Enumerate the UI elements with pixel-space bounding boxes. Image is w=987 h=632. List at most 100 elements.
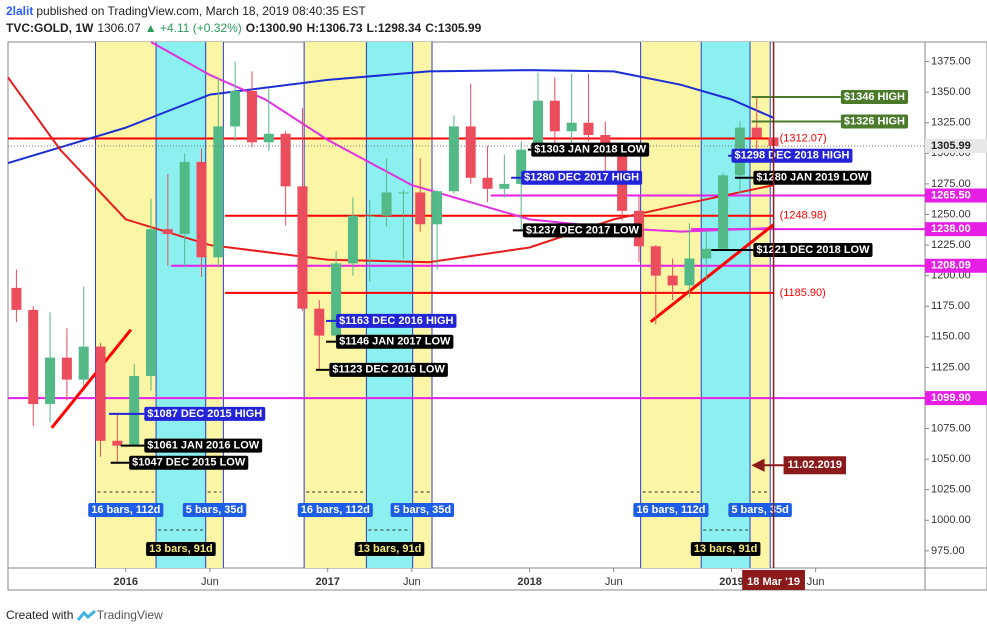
annotation-box-text: $1047 DEC 2015 LOW <box>132 457 246 469</box>
cycle-label-text: 16 bars, 112d <box>301 504 370 516</box>
annotation-box-text: $1061 JAN 2016 LOW <box>147 440 260 452</box>
annotation-box <box>840 90 909 105</box>
brand: TradingView <box>96 608 163 622</box>
candle-body <box>314 308 325 336</box>
annotation-box <box>329 362 448 377</box>
cycle-label <box>146 542 216 556</box>
axis-level-box <box>925 258 987 273</box>
annotation-box-text: $1123 DEC 2016 LOW <box>332 364 445 376</box>
annotation-box <box>731 148 853 163</box>
trend-line <box>649 223 775 323</box>
axis-level-label: 1208.09 <box>931 260 971 272</box>
level-label: (1185.90) <box>780 287 826 299</box>
candle-body <box>28 309 39 405</box>
candle-body <box>364 215 375 217</box>
candle-body <box>718 175 729 249</box>
callout-text: 11.02.2019 <box>788 459 842 471</box>
candle-body <box>415 192 426 225</box>
low: L:1298.34 <box>366 21 422 35</box>
candle-body <box>61 357 72 380</box>
footer: Created with TradingView <box>6 608 163 622</box>
cycle-label <box>633 503 709 517</box>
annotation-box <box>144 406 266 421</box>
annotation-box-text: $1280 DEC 2017 HIGH <box>524 172 639 184</box>
last: 1306.07 <box>97 21 141 35</box>
axis-level-box <box>925 391 987 406</box>
moving-average <box>7 69 774 165</box>
trend-line <box>50 328 132 429</box>
annotation-box-text: $1146 JAN 2017 LOW <box>339 336 451 348</box>
candle-body <box>146 229 157 376</box>
cycle-label-text: 13 bars, 91d <box>694 543 758 555</box>
candle-body <box>78 346 89 380</box>
candle-body <box>263 133 274 143</box>
cycle-label-text: 13 bars, 91d <box>149 543 213 555</box>
x-tick-label: 2017 <box>315 576 339 588</box>
y-tick-label: 975.00 <box>931 545 965 557</box>
candle-body <box>701 248 712 259</box>
cycle-band <box>366 42 413 568</box>
cycle-label <box>390 503 455 517</box>
candle-body <box>162 229 173 235</box>
annotation-box <box>336 334 454 349</box>
annotation-box-text: $1280 JAN 2019 LOW <box>756 172 869 184</box>
candle-body <box>45 357 56 405</box>
annotation-box <box>753 242 873 257</box>
candle-body <box>448 126 459 192</box>
x-tick-label: Jun <box>605 576 623 588</box>
candle-body <box>381 192 392 216</box>
x-tick-label: Jun <box>807 576 825 588</box>
cycle-label-text: 13 bars, 91d <box>358 543 422 555</box>
candle-body <box>196 161 207 258</box>
candle-body <box>347 215 358 264</box>
cycle-label-text: 16 bars, 112d <box>91 504 160 516</box>
cycle-label <box>297 503 373 517</box>
candle-body <box>95 346 106 441</box>
cycle-label-text: 5 bars, 35d <box>731 504 788 516</box>
candle-body <box>650 246 661 276</box>
close: C:1305.99 <box>425 21 482 35</box>
candle-body <box>11 287 22 310</box>
annotation-box <box>144 438 263 453</box>
frame <box>7 41 987 591</box>
y-tick-label: 1375.00 <box>931 55 971 67</box>
annotation-box <box>336 313 457 328</box>
candle-body <box>667 275 678 286</box>
candle-body <box>331 263 342 336</box>
annotation-box-text: $1298 DEC 2018 HIGH <box>735 150 850 162</box>
moving-average <box>7 76 774 264</box>
cycle-band <box>156 42 206 568</box>
candle-body <box>684 258 695 286</box>
cycle-label <box>690 542 761 556</box>
y-tick-label: 1025.00 <box>931 484 971 496</box>
date-marker-label: 18 Mar '19 <box>747 576 800 588</box>
header: 2lalit published on TradingView.com, Marc… <box>6 3 485 37</box>
level-label: (1312.07) <box>780 132 827 144</box>
date-marker-box <box>742 570 805 590</box>
candle-body <box>297 186 308 309</box>
candle-body <box>516 149 527 184</box>
published: published on TradingView.com, March 18, … <box>36 4 366 18</box>
moving-average <box>150 41 774 233</box>
candle-body <box>280 133 291 187</box>
candle-body <box>398 192 409 194</box>
annotation-box-text: $1087 DEC 2015 HIGH <box>147 408 262 420</box>
axis-level-label: 1265.50 <box>931 189 971 201</box>
candle-body <box>432 191 443 225</box>
x-tick-label: 2018 <box>517 576 541 588</box>
high: H:1306.73 <box>306 21 363 35</box>
publish-line: 2lalit published on TradingView.com, Marc… <box>6 3 485 20</box>
cycle-label <box>728 503 792 517</box>
annotation-box-text: $1221 DEC 2018 LOW <box>756 244 870 256</box>
cycle-band <box>412 42 433 568</box>
cycle-label <box>88 503 164 517</box>
quote-line: TVC:GOLD, 1W 1306.07 ▲ +4.11 (+0.32%) O:130… <box>6 20 485 37</box>
x-tick-label: Jun <box>201 576 219 588</box>
axis-level-box <box>925 188 987 203</box>
callout-box <box>783 456 847 475</box>
candle-body <box>549 100 560 132</box>
candle-body <box>499 183 510 189</box>
candle-body <box>482 177 493 189</box>
candle-body <box>230 90 241 127</box>
